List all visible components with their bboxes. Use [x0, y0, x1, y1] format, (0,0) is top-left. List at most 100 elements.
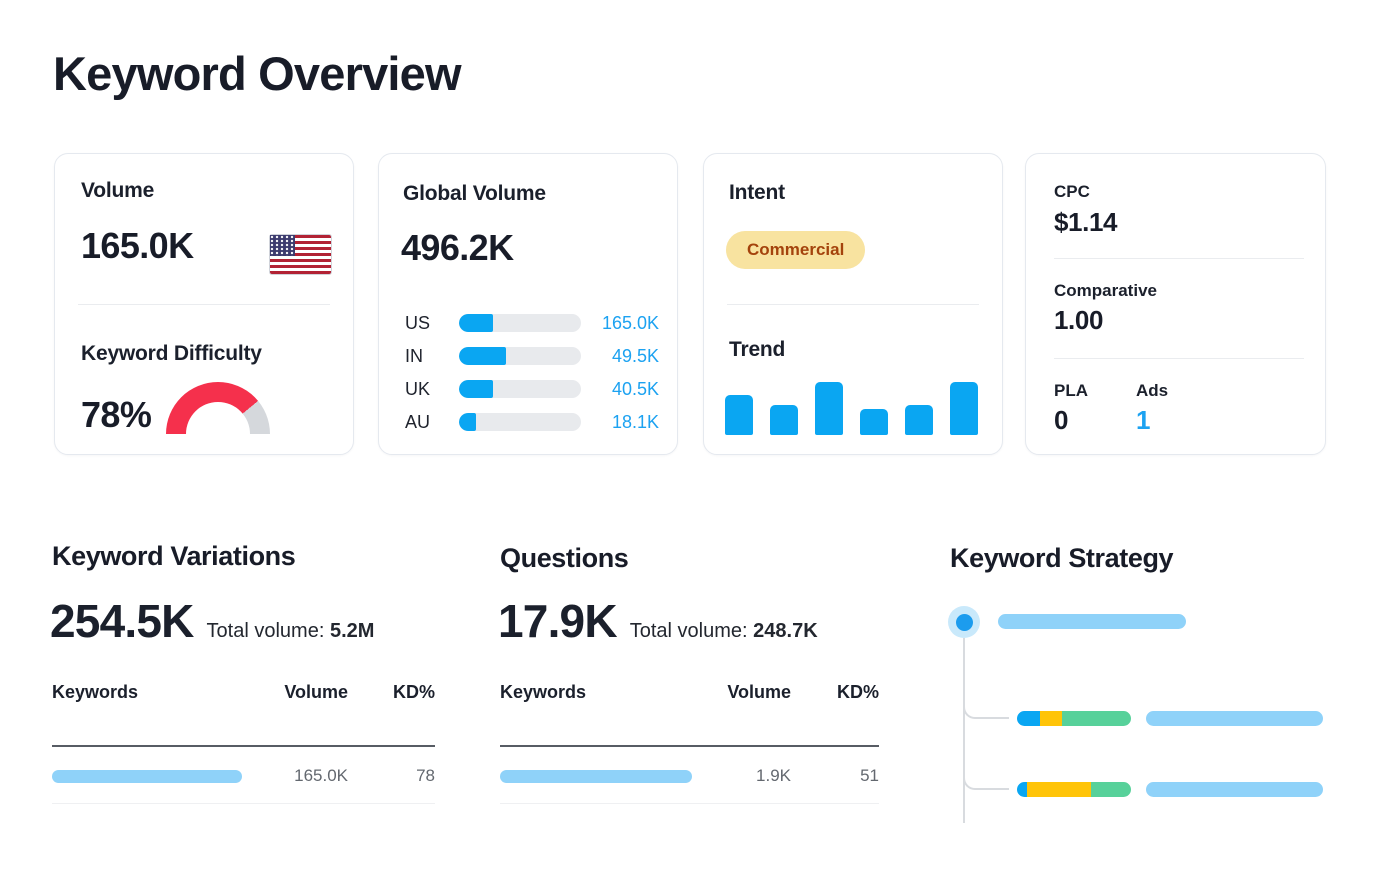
table-divider — [500, 745, 879, 747]
segment-yellow — [1040, 711, 1062, 726]
keyword-difficulty-label: Keyword Difficulty — [81, 342, 262, 365]
keyword-strategy-title: Keyword Strategy — [950, 543, 1174, 573]
card-divider — [1054, 258, 1304, 259]
country-volume-row[interactable]: UK 40.5K — [405, 378, 659, 399]
segment-blue — [1017, 782, 1027, 797]
pla-value: 0 — [1054, 405, 1069, 435]
branch-keyword-bar — [1146, 782, 1323, 797]
country-code: UK — [405, 378, 431, 399]
keyword-row[interactable]: 165.0K 78 — [52, 754, 435, 798]
keyword-variations-title: Keyword Variations — [52, 541, 296, 571]
volume-label: Volume — [81, 179, 155, 202]
col-volume[interactable]: Volume — [727, 682, 791, 702]
kd-gauge — [166, 382, 270, 434]
segment-green — [1062, 711, 1131, 726]
trend-bar — [725, 395, 753, 435]
global-volume-label: Global Volume — [403, 182, 546, 205]
col-keywords[interactable]: Keywords — [500, 682, 587, 702]
intent-label: Intent — [729, 181, 785, 204]
questions-count-row: 17.9K Total volume: 248.7K — [498, 598, 818, 644]
ads-value[interactable]: 1 — [1136, 405, 1151, 435]
country-code: IN — [405, 345, 423, 366]
intent-card: Intent Commercial Trend — [703, 153, 1003, 455]
country-code: AU — [405, 411, 431, 432]
variations-total-value: 5.2M — [329, 620, 375, 642]
country-volume-value: 40.5K — [611, 378, 659, 399]
variations-count-row: 254.5K Total volume: 5.2M — [50, 598, 374, 644]
country-volume-row[interactable]: AU 18.1K — [405, 411, 659, 432]
segment-blue — [1017, 711, 1040, 726]
cpc-card: CPC $1.14 Comparative 1.00 PLA 0 Ads 1 — [1025, 153, 1326, 455]
segment-green — [1091, 782, 1131, 797]
row-kd: 78 — [416, 766, 435, 785]
branch-segmented-bar[interactable] — [1017, 711, 1131, 726]
country-volume-row[interactable]: IN 49.5K — [405, 345, 659, 366]
questions-total: Total volume: 248.7K — [630, 620, 818, 643]
volume-value: 165.0K — [81, 225, 194, 266]
branch-connector-line — [963, 756, 1009, 790]
col-kd[interactable]: KD% — [392, 682, 435, 702]
volume-bar-fill — [459, 347, 506, 365]
table-divider — [52, 745, 435, 747]
volume-bar-track — [459, 314, 581, 332]
branch-connector-line — [963, 685, 1009, 719]
trend-bar — [815, 382, 843, 435]
card-divider — [78, 304, 330, 305]
col-keywords[interactable]: Keywords — [52, 682, 139, 702]
keyword-row[interactable]: 1.9K 51 — [500, 754, 879, 798]
global-volume-value: 496.2K — [401, 227, 514, 268]
volume-bar-track — [459, 380, 581, 398]
volume-card: Volume 165.0K Keyword Difficulty 78% — [54, 153, 354, 455]
card-divider — [727, 304, 979, 305]
branch-keyword-bar — [1146, 711, 1323, 726]
segment-yellow — [1027, 782, 1091, 797]
row-kd: 51 — [860, 766, 879, 785]
table-header: Keywords Volume KD% — [500, 682, 879, 703]
keyword-cell — [500, 769, 695, 783]
country-volume-value: 49.5K — [611, 345, 659, 366]
col-volume[interactable]: Volume — [284, 682, 348, 702]
table-rows: 1.9K 51 — [500, 754, 879, 798]
root-dot-icon — [955, 613, 973, 631]
volume-bar-fill — [459, 413, 476, 431]
global-volume-card: Global Volume 496.2K US 165.0K IN 49.5K UK 40… — [378, 153, 678, 455]
strategy-root-node[interactable] — [948, 606, 980, 638]
variations-total: Total volume: 5.2M — [207, 620, 375, 643]
cpc-label: CPC — [1054, 182, 1090, 201]
questions-total-label: Total volume: — [629, 620, 748, 642]
row-volume: 1.9K — [756, 766, 791, 785]
questions-count: 17.9K — [498, 595, 618, 647]
trend-label: Trend — [729, 338, 786, 361]
intent-badge-commercial[interactable]: Commercial — [726, 231, 866, 269]
trend-bar — [770, 405, 798, 435]
row-divider — [500, 803, 879, 804]
strategy-root-bar — [998, 614, 1186, 629]
variations-total-label: Total volume: — [206, 620, 325, 642]
trend-bar — [905, 405, 933, 435]
country-volume-value: 165.0K — [601, 312, 659, 333]
ads-label: Ads — [1136, 381, 1169, 400]
row-volume: 165.0K — [294, 766, 348, 785]
keyword-placeholder-bar — [52, 769, 242, 783]
branch-segmented-bar[interactable] — [1017, 782, 1131, 797]
us-flag-icon — [269, 234, 332, 275]
variations-table: Keywords Volume KD% 165.0K 78 — [52, 682, 435, 804]
country-volume-row[interactable]: US 165.0K — [405, 312, 659, 333]
table-header: Keywords Volume KD% — [52, 682, 435, 703]
volume-bar-fill — [459, 380, 493, 398]
keyword-difficulty-value: 78% — [81, 394, 152, 435]
strategy-tree-line — [963, 638, 965, 823]
keyword-placeholder-bar — [500, 769, 692, 783]
pla-label: PLA — [1054, 381, 1088, 400]
cpc-value: $1.14 — [1054, 207, 1118, 237]
row-divider — [52, 803, 435, 804]
trend-bar-chart — [725, 382, 978, 435]
questions-total-value: 248.7K — [753, 620, 818, 642]
comparative-label: Comparative — [1054, 281, 1157, 300]
country-volume-value: 18.1K — [611, 411, 659, 432]
table-rows: 165.0K 78 — [52, 754, 435, 798]
page-title: Keyword Overview — [53, 47, 462, 100]
col-kd[interactable]: KD% — [836, 682, 879, 702]
volume-bar-fill — [459, 314, 493, 332]
